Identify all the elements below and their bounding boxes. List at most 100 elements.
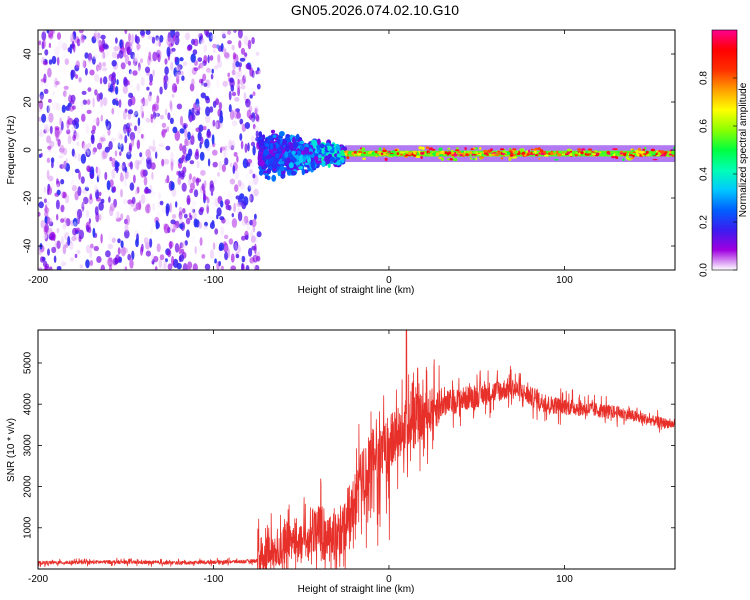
colorbar-tick-label: 0.0 — [699, 263, 710, 277]
spectrogram-cell — [382, 149, 387, 152]
spectrogram-cell — [384, 157, 388, 161]
spectrogram-cell — [317, 138, 321, 146]
spectrogram-cell — [528, 149, 530, 153]
spectrogram-cell — [143, 98, 149, 107]
spectrogram-cell — [199, 39, 205, 46]
spectrogram-cell — [100, 154, 106, 161]
spectrogram-cell — [62, 223, 67, 230]
spectrogram-cell — [246, 225, 251, 230]
spectrogram-cell — [190, 206, 195, 214]
spectrogram-cell — [127, 199, 133, 205]
spectrogram-cell — [146, 86, 150, 91]
spectrogram-cell — [223, 234, 229, 240]
spectrogram-cell — [163, 74, 169, 83]
spectrogram-cell — [357, 152, 362, 156]
spectrogram-cell — [179, 223, 184, 230]
spectrogram-cell — [123, 178, 127, 187]
spectrogram-cell — [63, 85, 69, 90]
spectrogram-cell — [106, 180, 111, 191]
y-tick-label: 4000 — [23, 393, 34, 416]
spectrogram-cell — [127, 98, 133, 107]
spectrogram-cell — [101, 150, 106, 160]
spectrogram-cell — [43, 128, 47, 134]
spectrogram-cell — [69, 257, 75, 262]
spectrogram-cell — [234, 97, 240, 102]
spectrogram-cell — [135, 189, 138, 195]
spectrogram-cell — [503, 154, 509, 157]
spectrogram-cell — [181, 241, 186, 250]
spectrogram-y-axis: -40 -20 0 20 40 — [23, 48, 675, 253]
spectrogram-cell — [108, 87, 113, 92]
spectrogram-cell — [215, 78, 220, 89]
spectrogram-cell — [41, 31, 47, 41]
spectrogram-cell — [580, 153, 583, 157]
snr-frame — [37, 329, 676, 570]
spectrogram-cell — [122, 198, 128, 205]
snr-x-axis: -200 -100 0 100 — [28, 330, 573, 585]
spectrogram-cell — [279, 165, 285, 172]
spectrogram-cell — [212, 119, 216, 127]
spectrogram-cell — [87, 142, 92, 149]
spectrogram-cell — [52, 101, 58, 111]
spectrogram-cell — [645, 150, 649, 154]
spectrogram-cell — [100, 34, 106, 40]
spectrogram-cell — [238, 40, 242, 49]
spectrogram-cell — [243, 35, 249, 46]
spectrogram-cell — [319, 143, 325, 149]
spectrogram-cell — [248, 179, 254, 190]
spectrogram-cell — [244, 122, 251, 129]
spectrogram-cell — [227, 42, 232, 53]
spectrogram-cell — [186, 194, 191, 206]
spectrogram-cell — [221, 164, 226, 173]
spectrogram-cell — [199, 237, 203, 246]
spectrogram-cell — [567, 151, 571, 155]
spectrogram-cell — [115, 217, 122, 222]
spectrogram-cell — [161, 122, 167, 128]
spectrogram-cell — [155, 112, 160, 117]
spectrogram-cell — [137, 175, 144, 186]
spectrogram-cell — [360, 153, 365, 157]
spectrogram-cell — [60, 254, 64, 265]
spectrogram-cell — [587, 148, 593, 151]
spectrogram-cell — [117, 238, 121, 244]
spectrogram-cell — [251, 135, 255, 143]
spectrogram-cell — [62, 147, 68, 156]
spectrogram-cell — [642, 148, 646, 151]
spectrogram-cell — [48, 89, 53, 99]
spectrogram-cell — [244, 52, 248, 57]
spectrogram-cell — [140, 104, 144, 115]
spectrogram-cell — [425, 146, 430, 149]
spectrogram-cell — [119, 174, 124, 182]
spectrogram-cell — [151, 171, 154, 180]
spectrogram-cell — [336, 143, 340, 151]
spectrogram-cell — [85, 184, 90, 189]
spectrogram-cell — [292, 142, 299, 149]
spectrogram-cell — [298, 156, 303, 164]
snr-y-axis: 1000 2000 3000 4000 5000 — [23, 351, 675, 539]
spectrogram-y-label: Frequency (Hz) — [6, 116, 17, 185]
spectrogram-cell — [203, 44, 207, 53]
spectrogram-cell — [218, 192, 223, 197]
spectrogram-cell — [148, 107, 152, 115]
spectrogram-cell — [237, 85, 241, 91]
spectrogram-cell — [145, 46, 150, 54]
spectrogram-cell — [93, 245, 100, 252]
spectrogram-cell — [220, 146, 226, 151]
spectrogram-cell — [169, 202, 172, 213]
spectrogram-cell — [232, 30, 236, 34]
spectrogram-cell — [155, 219, 159, 230]
spectrogram-cell — [200, 83, 204, 91]
spectrogram-cell — [535, 154, 539, 157]
spectrogram-cell — [82, 142, 88, 151]
spectrogram-cell — [464, 147, 467, 151]
spectrogram-cell — [56, 240, 61, 249]
spectrogram-cell — [126, 127, 132, 133]
spectrogram-cell — [97, 32, 101, 39]
spectrogram-cell — [100, 98, 103, 108]
spectrogram-cell — [132, 70, 138, 76]
spectrogram-cell — [170, 161, 174, 171]
spectrogram-cell — [242, 75, 246, 84]
spectrogram-cell — [235, 170, 240, 180]
spectrogram-cell — [126, 46, 131, 55]
spectrogram-cell — [131, 33, 134, 44]
